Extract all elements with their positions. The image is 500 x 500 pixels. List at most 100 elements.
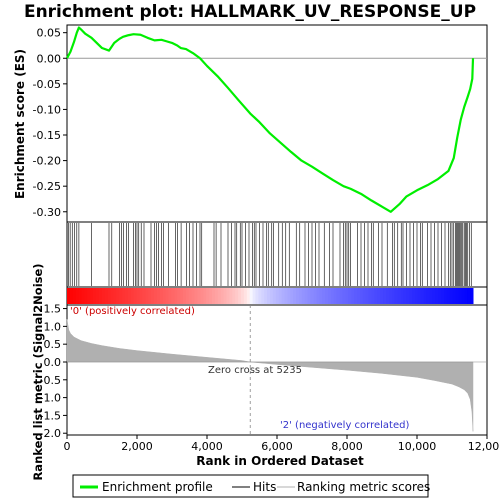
gradient-segment xyxy=(212,288,216,304)
legend-box xyxy=(72,474,429,498)
gradient-segment xyxy=(412,288,416,304)
x-axis-label: Rank in Ordered Dataset xyxy=(196,454,364,468)
gradient-segment xyxy=(307,288,312,304)
gradient-segment xyxy=(368,288,372,304)
gradient-segment xyxy=(310,288,314,304)
metric-y-tick-label: -1.0 xyxy=(40,392,61,405)
gradient-segment xyxy=(75,288,80,304)
legend-metric-label: Ranking metric scores xyxy=(297,480,430,494)
gradient-segment xyxy=(241,288,245,304)
gradient-segment xyxy=(354,288,358,304)
metric-axis-label: Ranked list metric (Signal2Noise) xyxy=(31,263,45,480)
gradient-segment xyxy=(426,288,430,304)
gradient-segment xyxy=(125,288,129,304)
gradient-segment xyxy=(301,288,306,304)
metric-y-tick-label: 0.5 xyxy=(44,338,62,351)
gradient-segment xyxy=(110,288,114,304)
gradient-segment xyxy=(304,288,309,304)
gradient-segment xyxy=(423,288,428,304)
gradient-segment xyxy=(139,288,143,304)
gradient-segment xyxy=(238,288,242,304)
metric-y-tick-label: -1.5 xyxy=(40,409,61,422)
gradient-segment xyxy=(209,288,213,304)
legend: Enrichment profile Hits Ranking metric s… xyxy=(72,474,430,498)
gradient-segment xyxy=(325,288,329,304)
gradient-segment xyxy=(299,288,303,304)
gradient-segment xyxy=(96,288,100,304)
es-y-tick-label: -0.20 xyxy=(33,155,61,168)
es-y-tick-label: -0.15 xyxy=(33,129,61,142)
gradient-segment xyxy=(275,288,280,304)
gradient-segment xyxy=(290,288,294,304)
gradient-segment xyxy=(429,288,433,304)
gradient-segment xyxy=(296,288,300,304)
es-panel xyxy=(66,26,487,213)
gradient-segment xyxy=(200,288,204,304)
gradient-segment xyxy=(87,288,91,304)
gradient-segment xyxy=(397,288,401,304)
gradient-segment xyxy=(183,288,187,304)
gradient-segment xyxy=(281,288,285,304)
gradient-segment xyxy=(270,288,274,304)
es-axis-label: Enrichment score (ES) xyxy=(13,49,27,199)
gradient-segment xyxy=(116,288,120,304)
gradient-segment xyxy=(333,288,338,304)
gradient-segment xyxy=(72,288,77,304)
metric-y-tick-label: 1.5 xyxy=(44,303,62,316)
rank-color-gradient xyxy=(67,288,474,304)
gradient-segment xyxy=(220,288,225,304)
gradient-segment xyxy=(406,288,410,304)
gradient-segment xyxy=(345,288,349,304)
gradient-segment xyxy=(156,288,161,304)
enrichment-profile-line xyxy=(66,26,475,213)
gradient-segment xyxy=(151,288,155,304)
gradient-segment xyxy=(415,288,419,304)
gradient-segment xyxy=(122,288,126,304)
gradient-segment xyxy=(388,288,393,304)
gradient-segment xyxy=(101,288,106,304)
es-panel-frame xyxy=(66,24,488,223)
gradient-segment xyxy=(197,288,201,304)
gradient-segment xyxy=(461,288,465,304)
gradient-segment xyxy=(258,288,262,304)
gradient-segment xyxy=(133,288,138,304)
gradient-segment xyxy=(464,288,468,304)
gradient-segment xyxy=(174,288,178,304)
gradient-segment xyxy=(467,288,471,304)
gradient-segment xyxy=(154,288,158,304)
gradient-segment xyxy=(272,288,277,304)
x-tick-label: 2,000 xyxy=(121,440,153,453)
gradient-segment xyxy=(194,288,198,304)
gradient-segment xyxy=(246,288,251,304)
gradient-segment xyxy=(362,288,367,304)
gradient-segment xyxy=(371,288,375,304)
gradient-segment xyxy=(386,288,390,304)
gradient-segment xyxy=(351,288,355,304)
gradient-segment xyxy=(449,288,454,304)
gradient-segment xyxy=(336,288,341,304)
gradient-segment xyxy=(130,288,135,304)
gradient-segment xyxy=(441,288,445,304)
gradient-segment xyxy=(432,288,436,304)
gradient-segment xyxy=(409,288,413,304)
metric-y-tick-label: 0.0 xyxy=(44,356,62,369)
gradient-segment xyxy=(420,288,425,304)
gradient-segment xyxy=(98,288,103,304)
x-tick-label: 8,000 xyxy=(331,440,363,453)
gradient-segment xyxy=(206,288,210,304)
gradient-segment xyxy=(377,288,381,304)
es-y-tick-label: 0.00 xyxy=(37,52,62,65)
gradient-segment xyxy=(458,288,462,304)
gradient-segment xyxy=(316,288,320,304)
zero-cross-label: Zero cross at 5235 xyxy=(208,365,302,376)
x-tick-label: 10,000 xyxy=(398,440,437,453)
gradient-segment xyxy=(185,288,190,304)
gradient-segment xyxy=(229,288,233,304)
gradient-segment xyxy=(357,288,361,304)
x-tick-label: 0 xyxy=(64,440,71,453)
es-y-tick-label: -0.25 xyxy=(33,180,61,193)
gradient-segment xyxy=(104,288,109,304)
gradient-segment xyxy=(313,288,317,304)
gradient-segment xyxy=(383,288,387,304)
